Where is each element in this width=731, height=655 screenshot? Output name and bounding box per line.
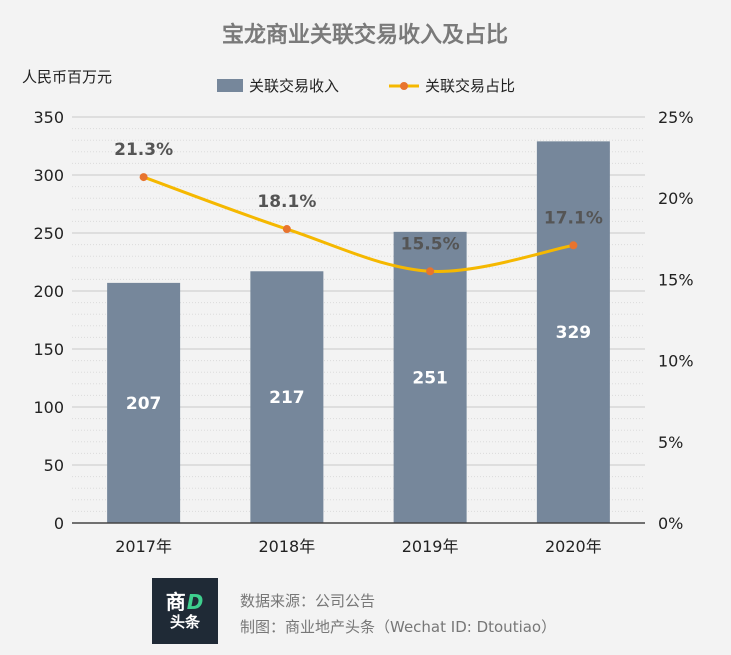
footer: 商D 头条 数据来源：公司公告 制图：商业地产头条（Wechat ID: Dto… [152, 578, 556, 644]
legend: 关联交易收入 关联交易占比 [217, 77, 515, 95]
source-line: 数据来源：公司公告 [240, 592, 376, 610]
logo-subtext: 头条 [169, 613, 200, 631]
right-tick-label: 15% [658, 270, 694, 289]
x-tick-label: 2020年 [545, 537, 602, 556]
left-tick-label: 200 [33, 282, 64, 301]
x-tick-label: 2018年 [259, 537, 316, 556]
brand-logo: 商D 头条 [152, 578, 218, 644]
x-tick-label: 2019年 [402, 537, 459, 556]
right-tick-label: 0% [658, 514, 683, 533]
right-tick-label: 5% [658, 433, 683, 452]
credit-line: 制图：商业地产头条（Wechat ID: Dtoutiao） [240, 618, 557, 636]
y-axis-label: 人民币百万元 [22, 68, 112, 86]
right-tick-label: 10% [658, 352, 694, 371]
ratio-point [426, 267, 435, 276]
ratio-value-label: 15.5% [401, 234, 460, 254]
right-tick-label: 25% [658, 108, 694, 127]
left-tick-label: 0 [54, 514, 64, 533]
ratio-value-label: 17.1% [544, 208, 603, 228]
legend-bar-label: 关联交易收入 [249, 77, 339, 95]
bar [536, 141, 610, 524]
logo-char: 商 [165, 590, 187, 614]
legend-bar-swatch [217, 79, 243, 92]
ratio-line-path [143, 175, 574, 273]
x-axis: 2017年 2018年 2019年 2020年 [72, 522, 645, 556]
bar [393, 231, 467, 523]
source-info: 数据来源：公司公告 制图：商业地产头条（Wechat ID: Dtoutiao） [240, 588, 556, 640]
legend-line-marker [400, 82, 408, 90]
bar-value-label: 217 [269, 388, 305, 408]
left-tick-label: 350 [33, 108, 64, 127]
bar [250, 271, 324, 523]
left-tick-label: 300 [33, 166, 64, 185]
left-tick-label: 150 [33, 340, 64, 359]
bar-value-label: 251 [412, 368, 448, 388]
x-tick-label: 2017年 [115, 537, 172, 556]
chart-title: 宝龙商业关联交易收入及占比 [222, 22, 508, 48]
right-tick-label: 20% [658, 189, 694, 208]
bar-value-label: 329 [556, 323, 592, 343]
ratio-point [282, 225, 291, 234]
left-axis: 0 50 100 150 200 250 300 350 [33, 108, 64, 533]
ratio-line: 21.3% 18.1% 15.5% 17.1% [114, 140, 603, 276]
ratio-value-label: 18.1% [257, 192, 316, 212]
ratio-value-label: 21.3% [114, 140, 173, 160]
legend-line-label: 关联交易占比 [425, 77, 515, 95]
left-tick-label: 100 [33, 398, 64, 417]
bars: 207 217 251 329 [107, 141, 610, 524]
left-tick-label: 250 [33, 224, 64, 243]
ratio-point [139, 173, 148, 182]
chart: 宝龙商业关联交易收入及占比 人民币百万元 关联交易收入 关联交易占比 0 50 10… [22, 22, 694, 556]
left-tick-label: 50 [44, 456, 64, 475]
bar-value-label: 207 [126, 394, 162, 414]
logo-letter: D [186, 590, 205, 614]
ratio-point [569, 241, 578, 250]
right-axis: 0% 5% 10% 15% 20% 25% [658, 108, 694, 533]
bar [107, 282, 181, 523]
